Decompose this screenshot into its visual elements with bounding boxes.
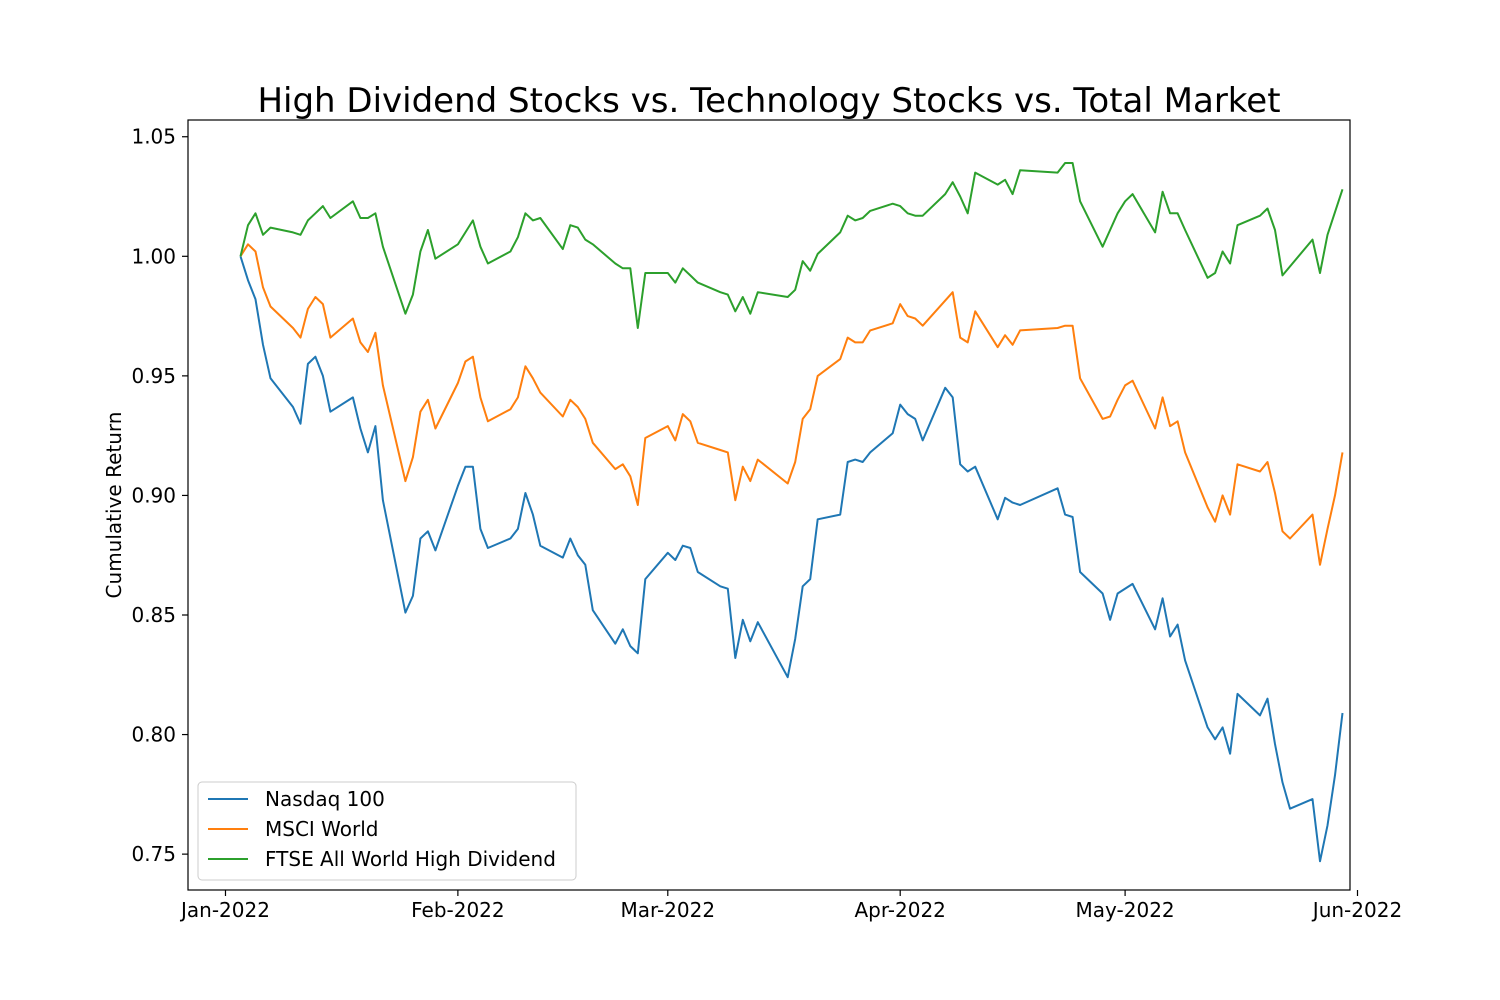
x-tick-label: May-2022 bbox=[1076, 898, 1175, 922]
plot-frame bbox=[187, 119, 1351, 891]
chart-title: High Dividend Stocks vs. Technology Stoc… bbox=[257, 81, 1280, 121]
y-axis-label: Cumulative Return bbox=[102, 412, 126, 599]
legend-label-2: MSCI World bbox=[265, 817, 379, 841]
legend-label-3: FTSE All World High Dividend bbox=[265, 847, 556, 871]
y-tick-label: 1.05 bbox=[131, 125, 176, 149]
x-tick-label: Mar-2022 bbox=[621, 898, 716, 922]
x-tick-label: Feb-2022 bbox=[411, 898, 505, 922]
x-tick-label: Jan-2022 bbox=[179, 898, 270, 922]
series-line-1 bbox=[239, 256, 1344, 863]
x-tick-label: Apr-2022 bbox=[854, 898, 945, 922]
x-tick-label: Jun-2022 bbox=[1311, 898, 1402, 922]
legend-box bbox=[197, 781, 577, 881]
y-tick-label: 1.00 bbox=[131, 244, 176, 268]
plot-area: 0.75 0.80 0.85 0.90 0.95 1.00 1.05 Jan-2022 Feb-… bbox=[131, 119, 1402, 922]
y-tick-label: 0.85 bbox=[131, 603, 176, 627]
y-tick-label: 0.90 bbox=[131, 483, 176, 507]
y-tick-label: 0.95 bbox=[131, 364, 176, 388]
legend: Nasdaq 100 MSCI World FTSE All World High … bbox=[197, 781, 577, 881]
series-line-2 bbox=[239, 243, 1344, 566]
series-line-3 bbox=[239, 162, 1344, 329]
y-tick-label: 0.80 bbox=[131, 723, 176, 747]
legend-label-1: Nasdaq 100 bbox=[265, 787, 385, 811]
y-tick-label: 0.75 bbox=[131, 842, 176, 866]
